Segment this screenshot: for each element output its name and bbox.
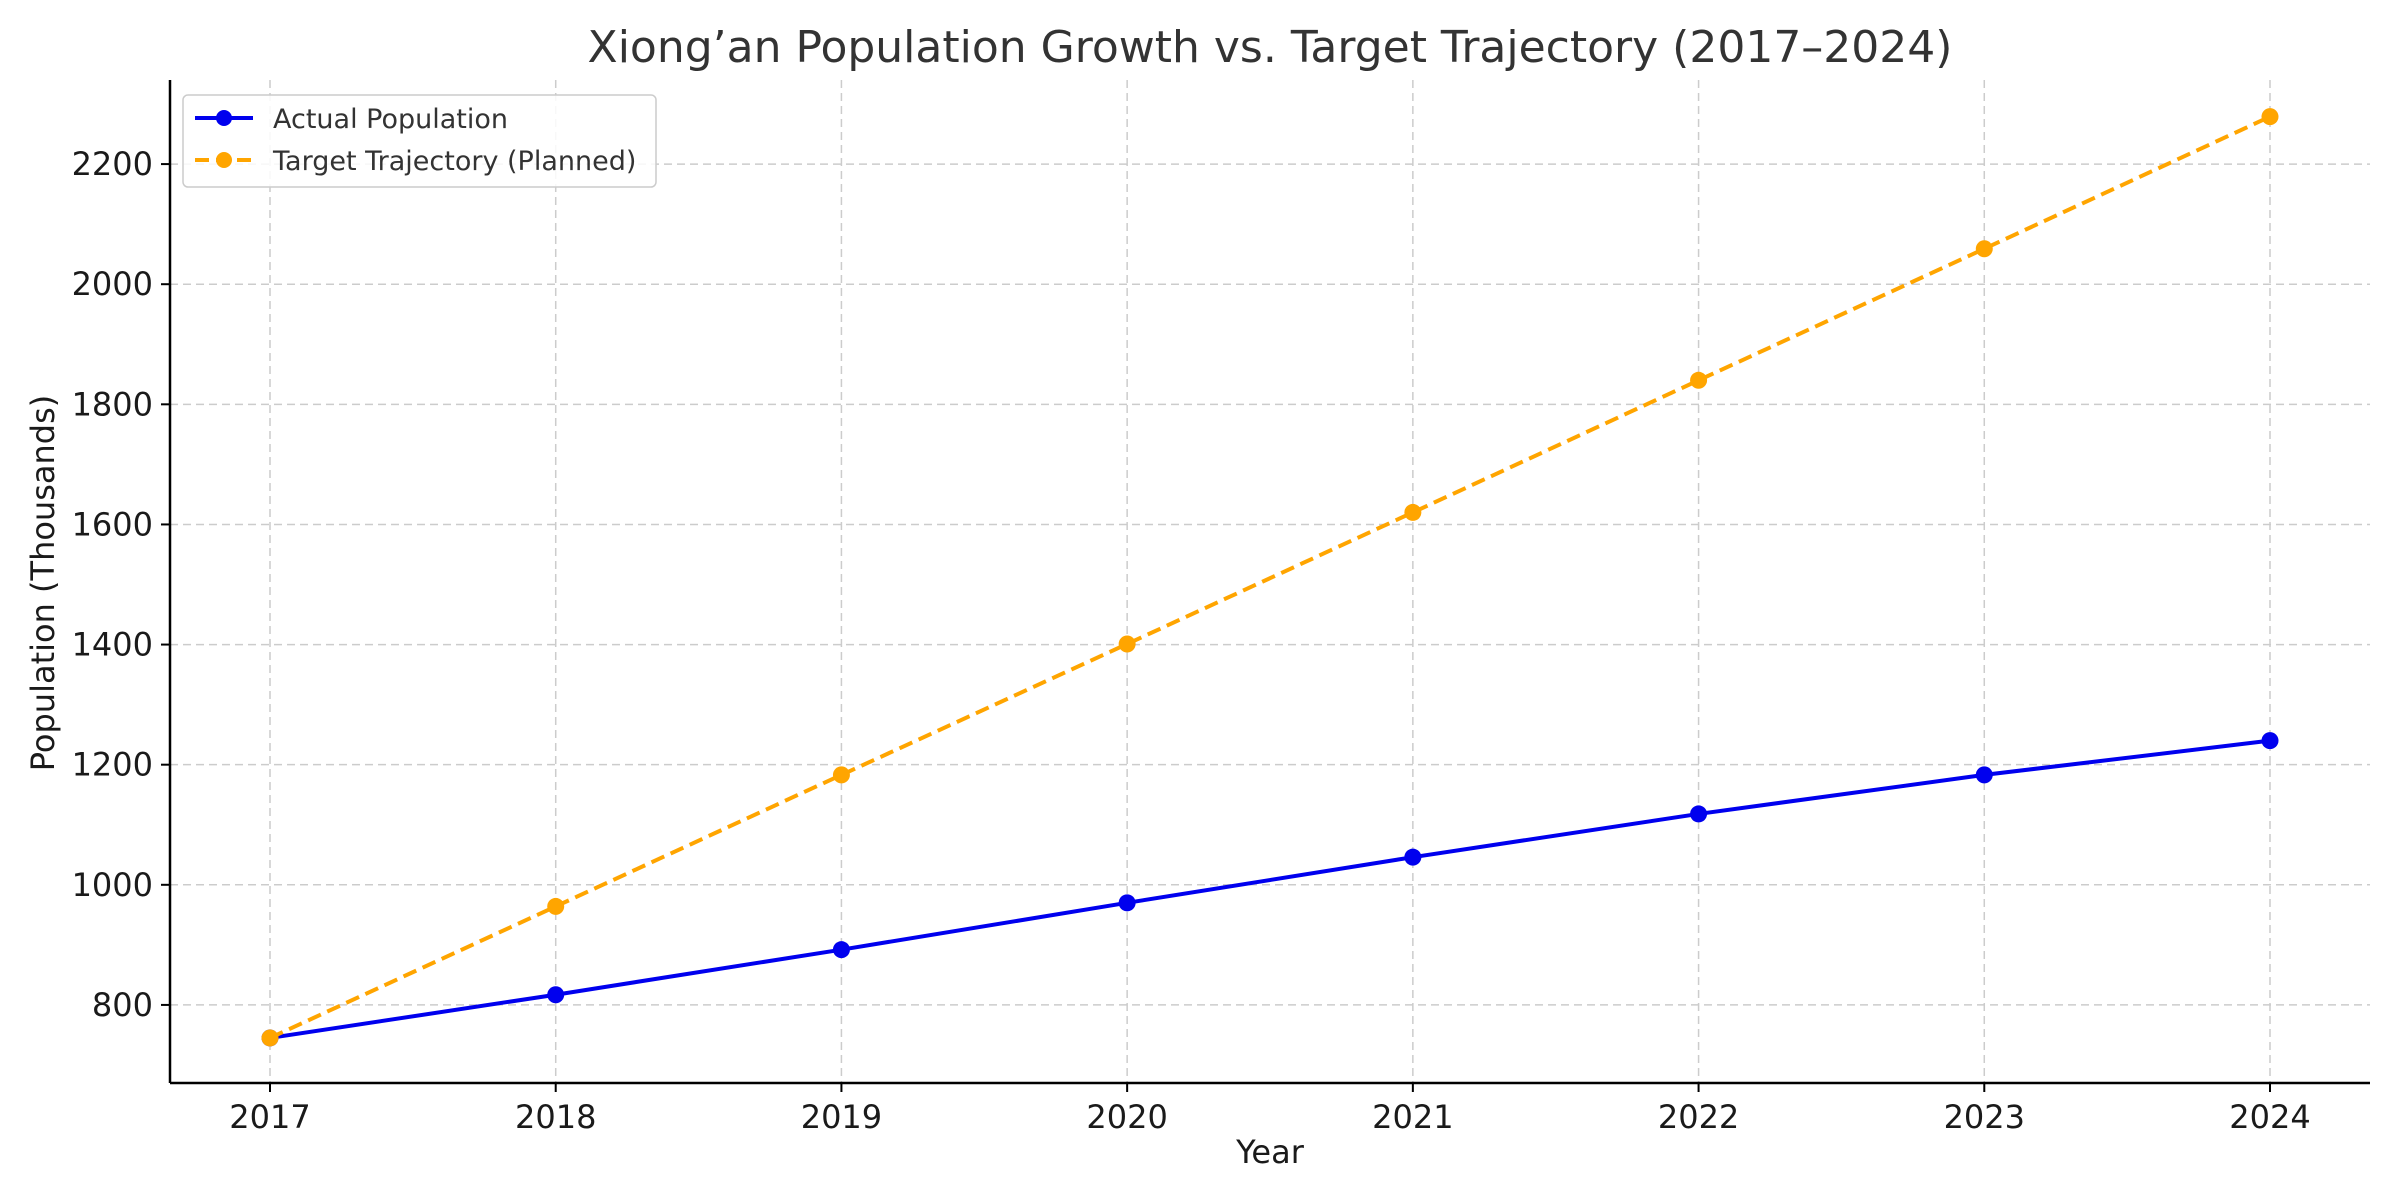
data-point-target-trajectory-planned-2017 <box>261 1029 279 1047</box>
legend-marker-swatch <box>216 152 232 168</box>
data-point-target-trajectory-planned-2022 <box>1690 371 1708 389</box>
data-point-target-trajectory-planned-2018 <box>547 897 565 915</box>
y-tick-label: 1000 <box>72 866 153 904</box>
legend-item: Target Trajectory (Planned) <box>195 146 636 177</box>
y-tick-label: 800 <box>92 986 153 1024</box>
series-layer <box>261 108 2279 1047</box>
x-tick-label: 2018 <box>515 1098 596 1136</box>
data-point-actual-population-2021 <box>1404 848 1422 866</box>
data-point-actual-population-2019 <box>832 941 850 959</box>
y-tick-label: 1400 <box>72 626 153 664</box>
data-point-actual-population-2020 <box>1118 894 1136 912</box>
legend-label: Actual Population <box>273 104 508 135</box>
y-tick-label: 2000 <box>72 265 153 303</box>
series-actual-population <box>261 732 2279 1047</box>
data-point-target-trajectory-planned-2019 <box>832 766 850 784</box>
series-line-target-trajectory-planned <box>269 114 2271 1040</box>
y-tick-label: 2200 <box>72 145 153 183</box>
chart-title: Xiong’an Population Growth vs. Target Tr… <box>588 22 1953 73</box>
data-point-target-trajectory-planned-2024 <box>2261 108 2279 126</box>
data-point-actual-population-2023 <box>1975 766 1993 784</box>
data-point-actual-population-2018 <box>547 986 565 1004</box>
x-tick-label: 2023 <box>1944 1098 2025 1136</box>
x-tick-label: 2022 <box>1658 1098 1739 1136</box>
legend-marker-swatch <box>216 110 232 126</box>
data-point-target-trajectory-planned-2021 <box>1404 503 1422 521</box>
x-tick-label: 2024 <box>2229 1098 2310 1136</box>
legend: Actual Population Target Trajectory (Plan… <box>182 94 657 188</box>
x-tick-label: 2017 <box>229 1098 310 1136</box>
legend-frame <box>182 94 657 188</box>
y-tick-label: 1800 <box>72 385 153 423</box>
x-axis-label: Year <box>1235 1133 1305 1171</box>
series-line-actual-population <box>269 738 2271 1040</box>
y-tick-label: 1600 <box>72 505 153 543</box>
legend-label: Target Trajectory (Planned) <box>272 146 636 177</box>
data-point-target-trajectory-planned-2023 <box>1975 240 1993 258</box>
x-tick-label: 2021 <box>1372 1098 1453 1136</box>
data-point-actual-population-2024 <box>2261 732 2279 750</box>
data-point-actual-population-2022 <box>1690 805 1708 823</box>
y-tick-label: 1200 <box>72 746 153 784</box>
legend-item: Actual Population <box>195 104 508 135</box>
x-tick-label: 2019 <box>801 1098 882 1136</box>
series-target-trajectory-planned <box>261 108 2279 1047</box>
data-point-target-trajectory-planned-2020 <box>1118 635 1136 653</box>
y-axis-label: Population (Thousands) <box>24 395 62 772</box>
axes <box>168 80 2370 1085</box>
x-tick-label: 2020 <box>1086 1098 1167 1136</box>
ticks: 2017 2018 2019 2020 2021 2022 2023 2024 800 1000 1… <box>72 145 2311 1136</box>
